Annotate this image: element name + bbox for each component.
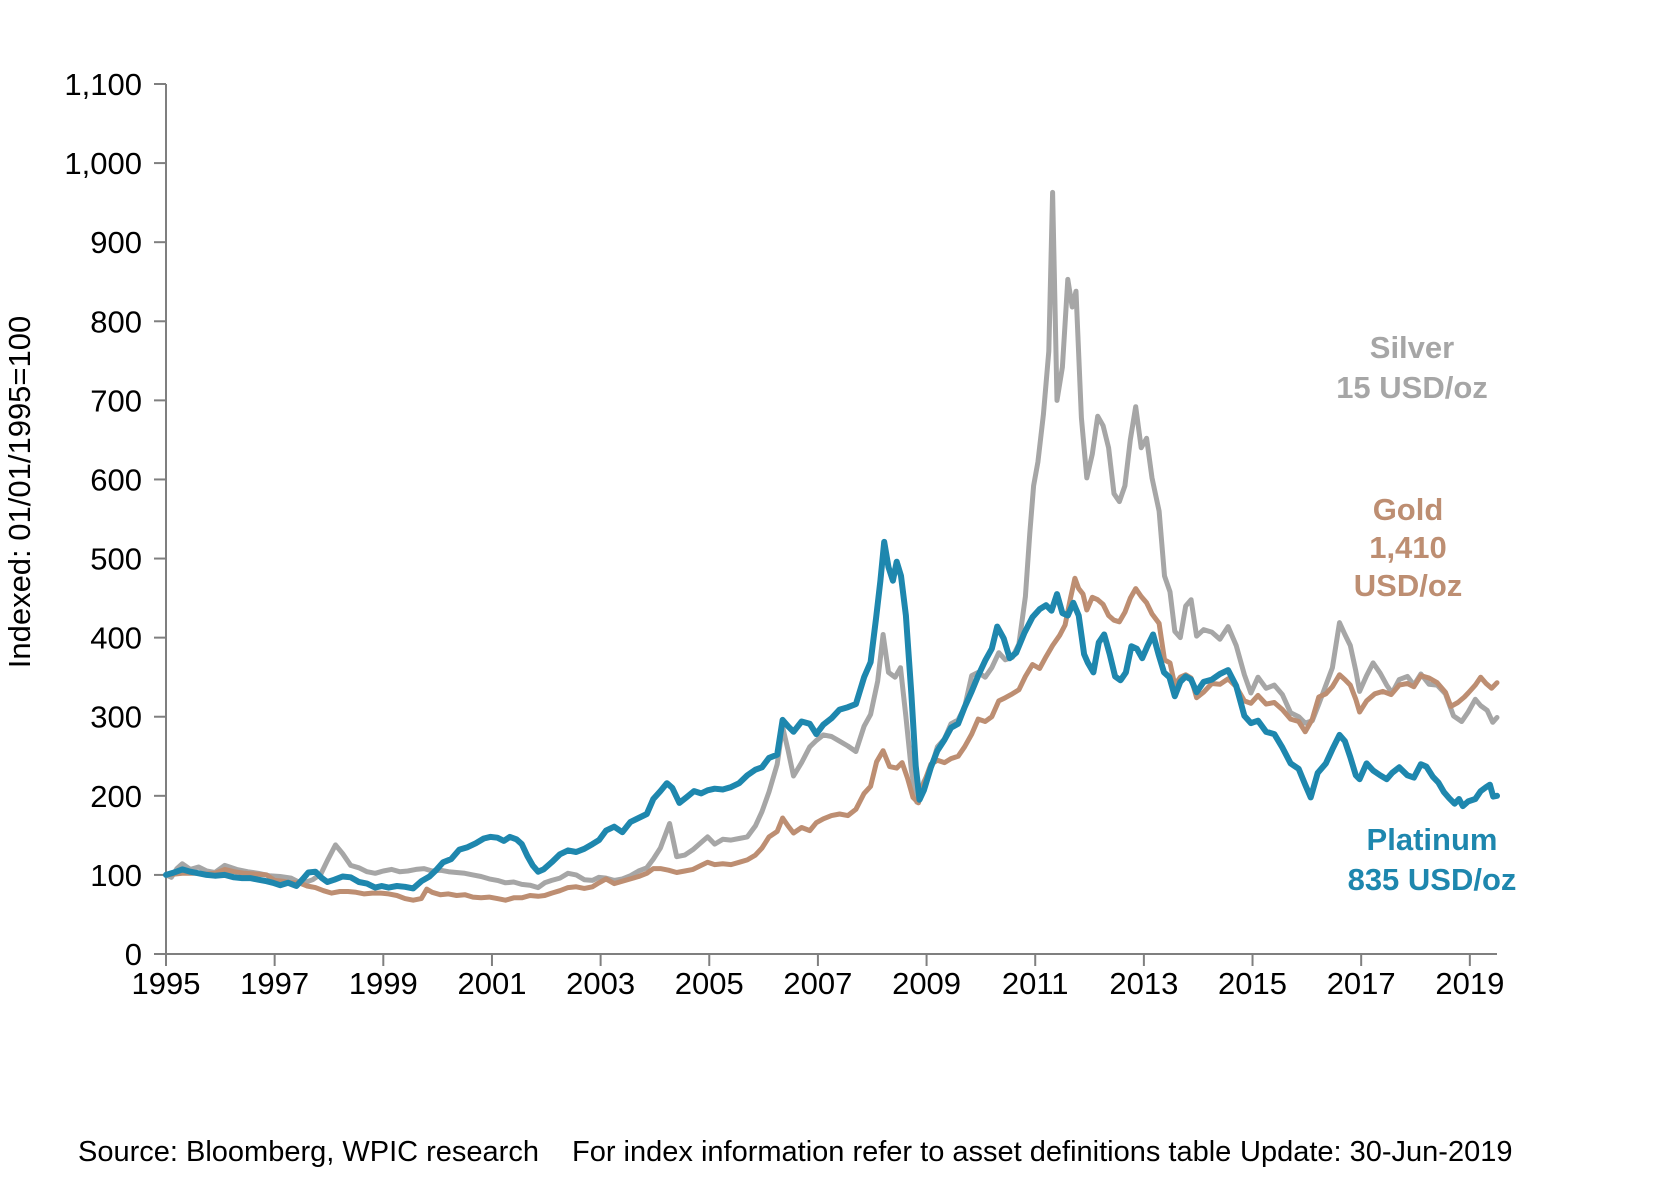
y-tick-label: 1,000 [64,146,142,181]
y-axis-title: Indexed: 01/01/1995=100 [2,316,37,669]
x-tick-label: 2017 [1327,966,1396,1001]
y-tick-label: 800 [90,304,142,339]
y-tick-label: 400 [90,621,142,656]
y-tick-label: 900 [90,225,142,260]
x-tick-label: 2005 [675,966,744,1001]
y-tick-label: 200 [90,779,142,814]
silver-annotation: 15 USD/oz [1336,370,1488,405]
x-tick-label: 2009 [892,966,961,1001]
x-tick-label: 1999 [349,966,418,1001]
y-tick-label: 600 [90,462,142,497]
y-tick-label: 300 [90,700,142,735]
platinum-series-line [163,538,1500,892]
x-tick-label: 1995 [132,966,201,1001]
x-tick-label: 2011 [1002,966,1069,1001]
y-tick-label: 0 [125,937,142,972]
x-tick-label: 1997 [240,966,309,1001]
gold-annotation: 1,410 [1369,530,1447,565]
y-tick-label: 500 [90,542,142,577]
silver-annotation: Silver [1370,330,1454,365]
x-tick-label: 2013 [1109,966,1178,1001]
x-tick-label: 2003 [566,966,635,1001]
y-tick-label: 100 [90,858,142,893]
footer-source: Source: Bloomberg, WPIC research [78,1136,539,1168]
y-tick-label: 1,100 [64,67,142,102]
y-tick-label: 700 [90,383,142,418]
platinum-annotation: 835 USD/oz [1348,862,1517,897]
x-tick-label: 2019 [1435,966,1504,1001]
x-tick-label: 2001 [457,966,526,1001]
gold-series-line [163,575,1500,903]
silver-series-line [163,189,1500,891]
gold-annotation: Gold [1373,492,1444,527]
x-tick-label: 2015 [1218,966,1287,1001]
footer-info-note: For index information refer to asset def… [572,1136,1232,1168]
footer-update-date: Update: 30-Jun-2019 [1240,1136,1513,1168]
x-tick-label: 2007 [783,966,852,1001]
gold-annotation: USD/oz [1354,568,1463,603]
platinum-annotation: Platinum [1367,822,1498,857]
